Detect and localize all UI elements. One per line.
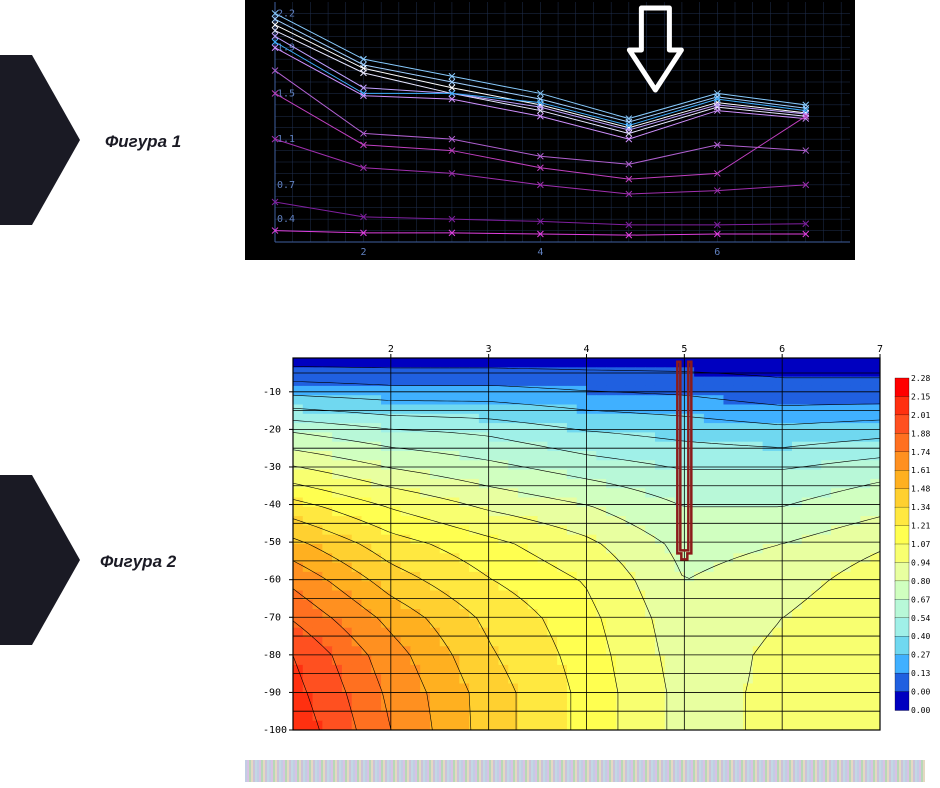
svg-text:-90: -90 bbox=[263, 687, 281, 698]
svg-text:0.54: 0.54 bbox=[911, 614, 930, 623]
chart2-contour-plot: 2 3 4 5 6 7 -10 -20 -30 -40 -50 -60 -70 -80 -90 -100 2.2… bbox=[245, 340, 940, 735]
svg-text:1.1: 1.1 bbox=[277, 134, 295, 145]
svg-text:1.48: 1.48 bbox=[911, 485, 930, 494]
svg-text:0.7: 0.7 bbox=[277, 180, 295, 191]
pentagon-accent-2 bbox=[0, 475, 80, 645]
svg-text:-80: -80 bbox=[263, 650, 281, 661]
svg-text:-40: -40 bbox=[263, 500, 281, 511]
chart1-svg: 0.40.71.11.51.92.2246 bbox=[245, 0, 855, 260]
svg-text:4: 4 bbox=[537, 247, 543, 258]
svg-text:1.74: 1.74 bbox=[911, 448, 930, 457]
svg-text:0.4: 0.4 bbox=[277, 214, 295, 225]
noise-strip bbox=[245, 760, 925, 782]
svg-text:4: 4 bbox=[584, 344, 590, 355]
svg-text:1.07: 1.07 bbox=[911, 540, 930, 549]
svg-text:2.01: 2.01 bbox=[911, 411, 930, 420]
svg-text:0.27: 0.27 bbox=[911, 651, 930, 660]
figure-1-label: Фигура 1 bbox=[105, 132, 181, 152]
svg-text:2.15: 2.15 bbox=[911, 392, 930, 401]
svg-text:0.13: 0.13 bbox=[911, 669, 930, 678]
svg-text:-70: -70 bbox=[263, 612, 281, 623]
svg-text:0.67: 0.67 bbox=[911, 595, 930, 604]
svg-text:7: 7 bbox=[877, 344, 883, 355]
svg-text:6: 6 bbox=[779, 344, 785, 355]
svg-text:0.80: 0.80 bbox=[911, 577, 930, 586]
svg-text:0.94: 0.94 bbox=[911, 558, 930, 567]
pentagon-accent-1 bbox=[0, 55, 80, 225]
svg-text:-100: -100 bbox=[263, 725, 287, 735]
chart1-line-plot: 0.40.71.11.51.92.2246 bbox=[245, 0, 855, 260]
svg-text:1.21: 1.21 bbox=[911, 522, 930, 531]
svg-text:0.00: 0.00 bbox=[911, 688, 930, 697]
svg-text:2: 2 bbox=[360, 247, 366, 258]
svg-text:2: 2 bbox=[388, 344, 394, 355]
svg-text:3: 3 bbox=[486, 344, 492, 355]
svg-text:1.34: 1.34 bbox=[911, 503, 930, 512]
svg-text:-50: -50 bbox=[263, 537, 281, 548]
svg-text:-30: -30 bbox=[263, 462, 281, 473]
svg-text:2.2: 2.2 bbox=[277, 8, 295, 19]
svg-text:0.00: 0.00 bbox=[911, 706, 930, 715]
svg-text:0.40: 0.40 bbox=[911, 632, 930, 641]
svg-text:1.5: 1.5 bbox=[277, 88, 295, 99]
svg-text:1.61: 1.61 bbox=[911, 466, 930, 475]
svg-text:-10: -10 bbox=[263, 387, 281, 398]
svg-text:-60: -60 bbox=[263, 575, 281, 586]
figure-2-label: Фигура 2 bbox=[100, 552, 176, 572]
chart2-svg: 2 3 4 5 6 7 -10 -20 -30 -40 -50 -60 -70 -80 -90 -100 2.2… bbox=[245, 340, 940, 735]
svg-text:5: 5 bbox=[681, 344, 687, 355]
svg-text:1.88: 1.88 bbox=[911, 429, 930, 438]
svg-text:6: 6 bbox=[714, 247, 720, 258]
svg-text:-20: -20 bbox=[263, 424, 281, 435]
svg-text:2.28: 2.28 bbox=[911, 374, 930, 383]
